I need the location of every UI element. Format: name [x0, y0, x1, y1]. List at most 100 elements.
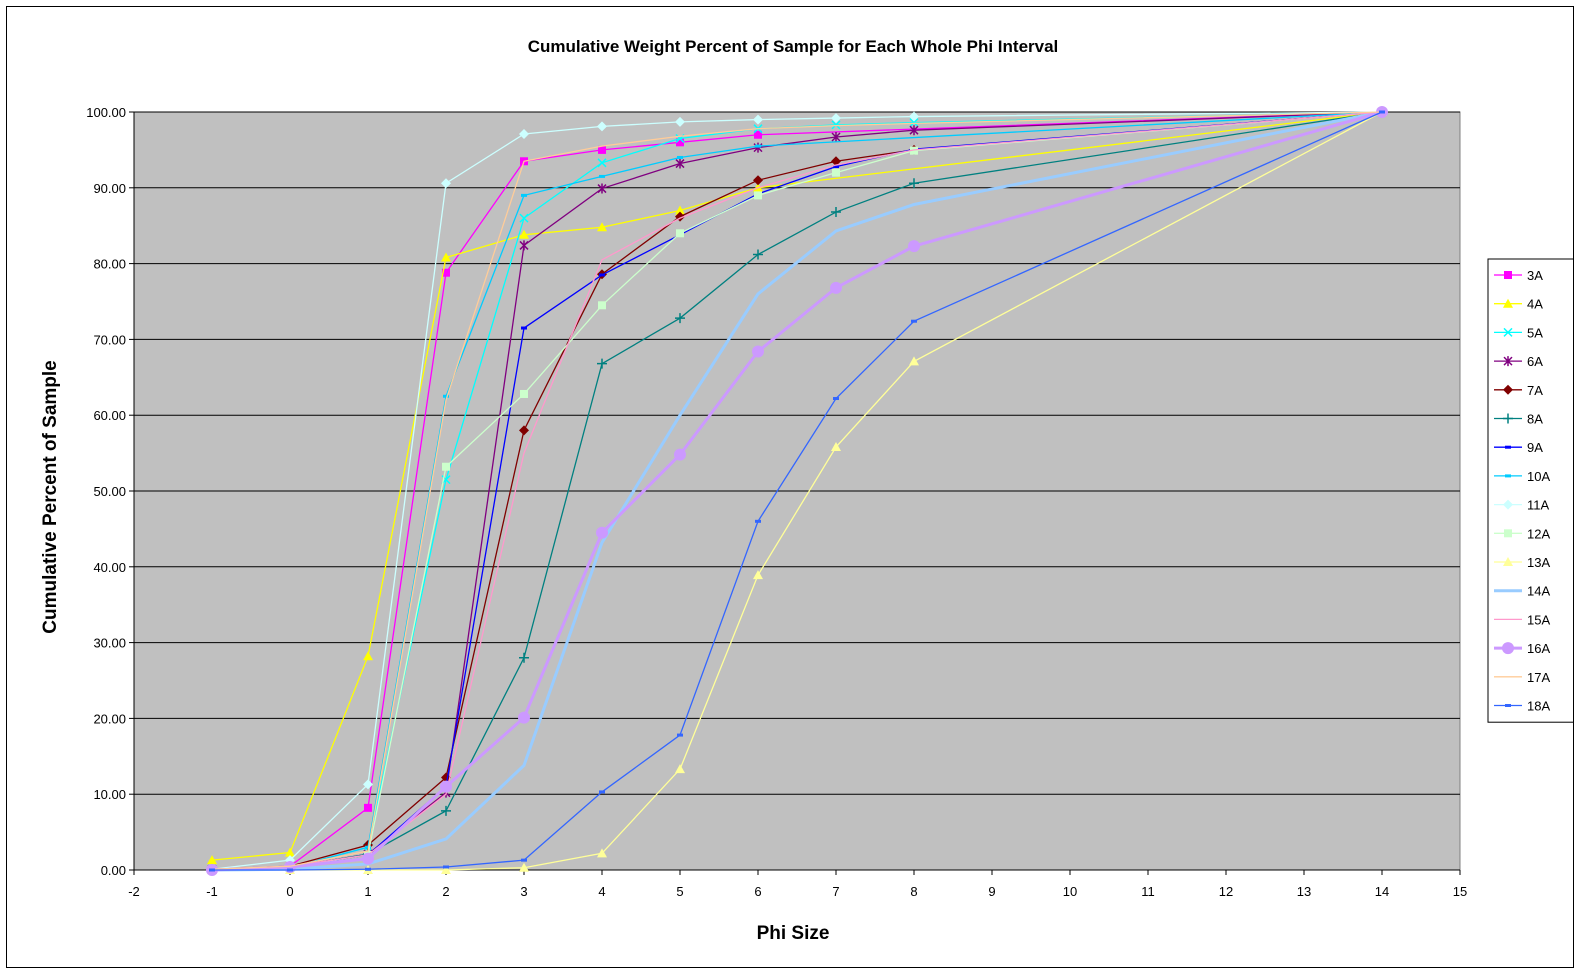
data-point-16a [908, 240, 920, 253]
data-point-8a [675, 313, 685, 324]
legend-item-13a: 13A [1494, 555, 1550, 570]
data-point-18a [521, 858, 527, 862]
legend-label-8a: 8A [1527, 412, 1543, 427]
x-tick-label: 8 [910, 884, 917, 899]
legend-item-12a: 12A [1494, 526, 1550, 541]
data-point-10a [755, 144, 761, 148]
data-point-12a [910, 146, 918, 155]
legend-label-4a: 4A [1527, 297, 1543, 312]
data-point-8a [753, 249, 763, 260]
legend-item-17a: 17A [1494, 670, 1550, 685]
legend-box [1487, 258, 1573, 723]
legend-item-4a: 4A [1494, 297, 1543, 312]
legend-marker-6a [1503, 356, 1513, 367]
y-tick-label: 90.00 [93, 181, 126, 196]
legend-label-17a: 17A [1527, 670, 1550, 685]
legend-marker-12a [1504, 529, 1512, 538]
x-tick-label: 10 [1063, 884, 1077, 899]
data-point-18a [209, 868, 215, 872]
data-point-16a [674, 448, 686, 461]
x-tick-label: 3 [520, 884, 527, 899]
legend-marker-3a [1504, 271, 1512, 279]
legend-label-13a: 13A [1527, 555, 1550, 570]
legend-marker-5a [1503, 327, 1513, 337]
chart-frame: Cumulative Weight Percent of Sample for … [6, 6, 1574, 968]
data-point-18a [911, 319, 917, 323]
data-point-18a [755, 519, 761, 523]
legend-marker-10a [1505, 474, 1511, 478]
data-point-18a [365, 867, 371, 871]
legend-item-18a: 18A [1494, 699, 1550, 714]
x-tick-label: 13 [1297, 884, 1311, 899]
data-point-18a [443, 865, 449, 869]
data-point-8a [519, 652, 529, 663]
data-point-10a [677, 155, 683, 159]
legend-marker-4a [1503, 298, 1513, 308]
legend-item-9a: 9A [1494, 440, 1543, 455]
series-14a [211, 110, 1383, 872]
data-point-13a [597, 848, 607, 858]
legend-label-10a: 10A [1527, 469, 1550, 484]
legend-label-5a: 5A [1527, 325, 1543, 340]
data-point-18a [1379, 110, 1385, 114]
y-tick-label: 0.00 [101, 863, 126, 878]
legend-marker-9a [1505, 445, 1511, 449]
data-point-18a [287, 868, 293, 872]
data-point-6a [831, 132, 841, 143]
data-point-4a [597, 222, 607, 232]
y-tick-label: 20.00 [93, 711, 126, 726]
x-tick-label: 1 [364, 884, 371, 899]
data-point-13a [753, 570, 763, 580]
legend: 3A 4A 5A 6A 7A 8A 9A 10A 11A 12A 13A 14A 15A 16A 17A 18… [1487, 258, 1573, 723]
x-tick-label: -2 [128, 884, 140, 899]
legend-item-11a: 11A [1494, 498, 1549, 513]
data-point-16a [830, 281, 842, 294]
data-point-12a [676, 229, 684, 238]
y-tick-labels: 0.00 10.00 20.00 30.00 40.00 50.00 60.00 70.00 8… [86, 105, 126, 878]
data-point-5a [597, 158, 607, 168]
data-point-11a [831, 113, 841, 124]
legend-marker-18a [1505, 704, 1511, 707]
data-point-11a [675, 116, 685, 127]
data-point-9a [833, 165, 839, 169]
data-point-9a [521, 326, 527, 330]
y-tick-label: 80.00 [93, 257, 126, 272]
data-point-18a [599, 790, 605, 794]
data-point-11a [441, 178, 451, 189]
legend-item-3a: 3A [1494, 268, 1543, 283]
data-point-18a [833, 397, 839, 401]
legend-marker-8a [1503, 413, 1513, 424]
legend-item-8a: 8A [1494, 412, 1543, 427]
data-point-8a [831, 207, 841, 218]
series-16a [206, 106, 1388, 876]
data-point-3a [364, 803, 372, 812]
chart-title: Cumulative Weight Percent of Sample for … [528, 37, 1059, 56]
legend-label-18a: 18A [1527, 699, 1550, 714]
data-point-5a [831, 120, 841, 130]
x-tick-label: 6 [754, 884, 761, 899]
y-tick-label: 30.00 [93, 636, 126, 651]
series-17a [211, 111, 1383, 870]
legend-item-15a: 15A [1494, 612, 1550, 627]
series-line-14a [211, 110, 1383, 872]
legend-item-16a: 16A [1494, 641, 1550, 656]
data-point-13a [909, 356, 919, 366]
data-point-12a [598, 301, 606, 310]
legend-item-6a: 6A [1494, 354, 1543, 369]
data-point-11a [597, 121, 607, 132]
data-point-11a [753, 114, 763, 125]
x-tick-label: 14 [1375, 884, 1389, 899]
data-point-4a [285, 847, 295, 857]
x-tick-labels: -2 -1 0 1 2 3 4 5 6 7 8 9 10 11 12 13 14 15 [128, 884, 1467, 899]
data-point-18a [677, 733, 683, 737]
legend-marker-16a [1502, 642, 1514, 655]
x-tick-label: 7 [832, 884, 839, 899]
y-tick-label: 100.00 [86, 105, 126, 120]
y-tick-label: 60.00 [93, 408, 126, 423]
data-point-5a [519, 213, 529, 223]
data-point-6a [519, 240, 529, 251]
x-tick-label: 2 [442, 884, 449, 899]
data-point-11a [909, 111, 919, 122]
data-point-3a [442, 268, 450, 277]
data-point-16a [518, 711, 530, 724]
